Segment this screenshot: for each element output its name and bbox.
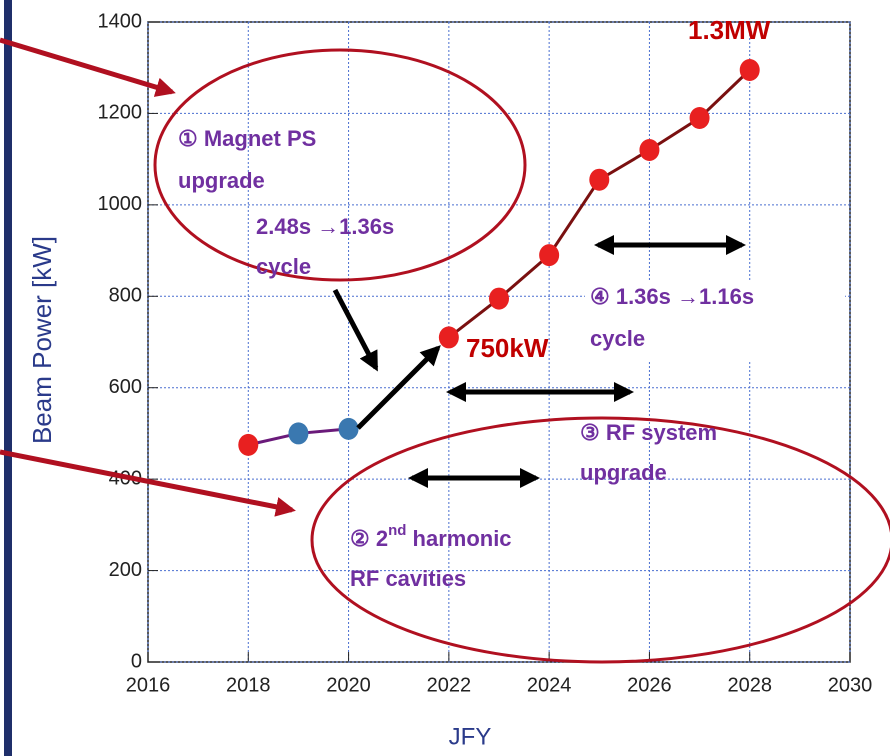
label-backdrop [585, 280, 845, 360]
overlay: 1.3MW 750kW ① Magnet PS upgrade 2.48s →1… [0, 15, 890, 664]
annotation: 2.48s →1.36s [256, 214, 394, 239]
pointer-arrow [0, 37, 176, 97]
y-tick-label: 800 [109, 285, 142, 307]
annotation: cycle [256, 254, 311, 279]
annotation: ② 2nd harmonic [350, 522, 512, 551]
ellipse [310, 416, 890, 664]
annotation-part: harmonic [406, 526, 511, 551]
data-point [739, 59, 760, 81]
data-point [438, 326, 459, 349]
x-tick-label: 2028 [727, 674, 772, 696]
annotation-part: ② 2 [350, 526, 388, 551]
annotation: cycle [590, 326, 645, 351]
pointer-arrow [356, 345, 441, 430]
x-tick-label: 2016 [126, 674, 171, 696]
data-point [288, 422, 309, 445]
pointer-arrow [332, 288, 379, 372]
y-tick-label: 1400 [98, 10, 143, 32]
y-axis-label: Beam Power [kW] [27, 236, 57, 444]
y-tick-label: 600 [109, 376, 142, 398]
x-tick-label: 2026 [627, 674, 672, 696]
data-point [689, 107, 710, 129]
annotation: ① Magnet PS [178, 126, 316, 151]
plot-area: 2016201820202022202420262028203002004006… [98, 10, 873, 696]
annotation-part: nd [388, 522, 406, 539]
pointer-arrow [0, 449, 296, 517]
x-tick-label: 2030 [828, 674, 873, 696]
x-tick-label: 2024 [527, 674, 572, 696]
annotation: RF cavities [350, 566, 466, 591]
x-tick-label: 2022 [427, 674, 472, 696]
annotation: ④ 1.36s →1.16s [590, 284, 754, 309]
x-axis-label: JFY [449, 723, 492, 750]
x-tick-label: 2018 [226, 674, 271, 696]
data-point [639, 139, 660, 161]
annotation: upgrade [580, 460, 667, 485]
data-point [238, 433, 259, 456]
annotation: upgrade [178, 168, 265, 193]
y-tick-label: 0 [131, 650, 142, 672]
y-tick-label: 1200 [98, 102, 143, 124]
data-point [589, 168, 610, 191]
y-tick-label: 1000 [98, 193, 143, 215]
annotation: 750kW [466, 333, 549, 363]
side-bar [4, 0, 12, 756]
x-tick-label: 2020 [326, 674, 371, 696]
ellipse [153, 48, 527, 282]
data-point [338, 417, 359, 440]
annotation: 1.3MW [688, 15, 771, 45]
data-point [489, 287, 509, 310]
data-point [539, 244, 560, 267]
annotation: ③ RF system [580, 420, 717, 445]
y-tick-label: 200 [109, 559, 142, 581]
